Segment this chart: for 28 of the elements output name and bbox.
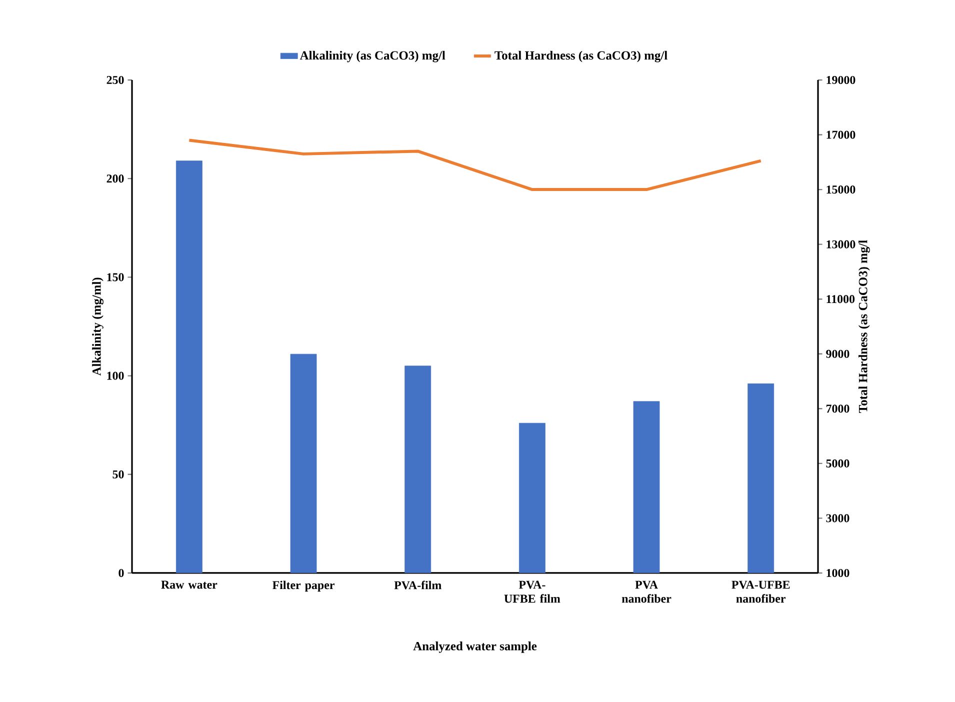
- y2-tick-label: 13000: [826, 240, 856, 248]
- y2-tick-label: 9000: [826, 350, 850, 358]
- line-series: [188, 138, 762, 192]
- legend-label: Total Hardness (as CaCO3) mg/l: [494, 50, 668, 62]
- y2-tick-label: 11000: [826, 295, 855, 304]
- x-tick-label: PVA-UFBE film: [504, 580, 560, 603]
- y-tick-label: 250: [106, 76, 124, 84]
- y2-axis-title: Total Hardness (as CaCO3) mg/l: [858, 240, 870, 413]
- y2-tick-label: 5000: [826, 459, 850, 468]
- y-tick-label: 50: [112, 470, 124, 478]
- x-tick-label: PVA-film: [394, 580, 442, 590]
- x-tick-label: PVA-UFBE nanofiber: [732, 580, 790, 603]
- y2-tick-label: 7000: [826, 404, 850, 413]
- y-tick-label: 100: [107, 372, 124, 380]
- y-axis-title: Alkalinity (mg/ml): [92, 278, 104, 376]
- legend-label: Alkalinity (as CaCO3) mg/l: [300, 50, 446, 62]
- x-tick-label: PVA nanofiber: [622, 580, 672, 603]
- x-axis-title: Analyzed water sample: [413, 642, 537, 653]
- x-tick-label: Raw water: [161, 580, 218, 589]
- y2-tick-label: 15000: [826, 186, 856, 194]
- x-tick-label: Filter paper: [272, 580, 334, 592]
- y-tick-label: 0: [118, 568, 124, 578]
- y2-tick-label: 3000: [826, 514, 850, 522]
- y2-tick-label: 19000: [826, 76, 856, 84]
- y2-tick-label: 17000: [826, 130, 856, 139]
- y-tick-label: 150: [107, 273, 124, 282]
- y-tick-label: 200: [106, 174, 124, 183]
- y2-tick-label: 1000: [826, 568, 850, 578]
